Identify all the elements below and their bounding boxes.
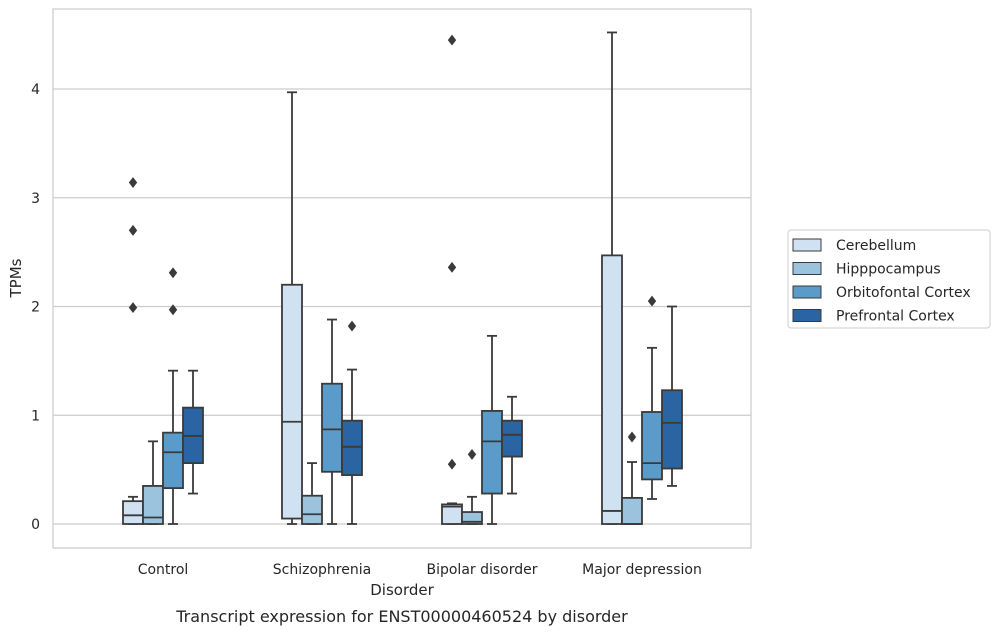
box-series bbox=[122, 31, 683, 525]
x-tick-label: Control bbox=[138, 562, 189, 578]
box-body bbox=[142, 485, 164, 525]
legend: Cerebellum Hipppocampus Orbitofontal Corte… bbox=[787, 229, 991, 329]
chart-title: Transcript expression for ENST0000046052… bbox=[175, 607, 628, 626]
box-body bbox=[661, 389, 683, 470]
box-body bbox=[341, 419, 363, 476]
box-body bbox=[621, 496, 643, 525]
box-cerebellum bbox=[122, 177, 144, 525]
x-tick-label: Schizophrenia bbox=[273, 562, 371, 578]
outlier-point bbox=[447, 261, 457, 273]
outlier-point bbox=[447, 34, 457, 46]
box-orbitofontal-cortex bbox=[321, 318, 343, 525]
box-cerebellum bbox=[281, 91, 303, 525]
y-tick-label: 1 bbox=[31, 408, 40, 424]
box-body bbox=[122, 500, 144, 525]
box-body bbox=[321, 382, 343, 473]
outlier-point bbox=[647, 295, 657, 307]
y-tick-label: 4 bbox=[31, 82, 40, 98]
y-tick-label: 2 bbox=[31, 300, 40, 316]
box-prefrontal-cortex bbox=[341, 320, 363, 525]
box-body bbox=[601, 254, 623, 525]
box-body bbox=[501, 419, 523, 458]
legend-label: Hipppocampus bbox=[836, 262, 941, 278]
outlier-point bbox=[128, 302, 138, 314]
box-prefrontal-cortex bbox=[661, 305, 683, 487]
box-body bbox=[301, 494, 323, 525]
outlier-point bbox=[627, 431, 637, 443]
box-prefrontal-cortex bbox=[182, 369, 204, 495]
outlier-point bbox=[128, 224, 138, 236]
legend-label: Prefrontal Cortex bbox=[836, 309, 955, 325]
box-hipppocampus bbox=[301, 462, 323, 525]
outlier-point bbox=[168, 267, 178, 279]
x-axis-label: Disorder bbox=[370, 581, 434, 599]
legend-label: Orbitofontal Cortex bbox=[836, 285, 971, 301]
box-hipppocampus bbox=[461, 448, 483, 525]
box-body bbox=[162, 431, 184, 490]
y-axis-label: TPMs bbox=[7, 258, 25, 298]
box-cerebellum bbox=[601, 31, 623, 525]
box-hipppocampus bbox=[142, 440, 164, 525]
box-body bbox=[481, 409, 503, 495]
legend-frame bbox=[787, 229, 991, 329]
outlier-point bbox=[347, 320, 357, 332]
x-axis-ticks: Control Schizophrenia Bipolar disorder Majo… bbox=[138, 562, 702, 578]
outlier-point bbox=[467, 448, 477, 460]
box-body bbox=[281, 283, 303, 520]
outlier-point bbox=[128, 177, 138, 188]
box-body bbox=[461, 511, 483, 525]
x-tick-label: Bipolar disorder bbox=[426, 562, 537, 578]
outlier-point bbox=[447, 458, 457, 470]
y-tick-label: 3 bbox=[31, 191, 40, 207]
outlier-point bbox=[168, 304, 178, 316]
x-tick-label: Major depression bbox=[582, 562, 702, 578]
legend-swatch bbox=[792, 309, 822, 322]
y-tick-label: 0 bbox=[31, 517, 40, 533]
box-hipppocampus bbox=[621, 431, 643, 525]
legend-swatch bbox=[792, 238, 822, 252]
legend-swatch bbox=[792, 262, 822, 275]
legend-label: Cerebellum bbox=[836, 238, 916, 254]
legend-swatch bbox=[792, 285, 822, 299]
box-body bbox=[641, 411, 663, 481]
y-axis-ticks: 0 1 2 3 4 bbox=[31, 82, 40, 533]
box-prefrontal-cortex bbox=[501, 395, 523, 495]
